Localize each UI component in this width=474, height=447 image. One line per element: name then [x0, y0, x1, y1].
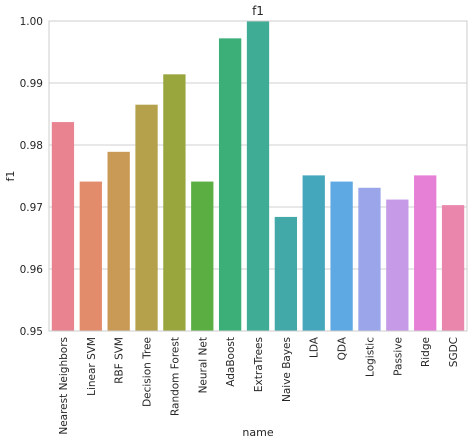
y-tick-label: 0.98: [20, 140, 43, 152]
bar-extratrees: [246, 21, 270, 331]
x-tick-label: Ridge: [420, 337, 432, 367]
bar-random-forest: [163, 74, 186, 331]
x-tick-label: RBF SVM: [114, 337, 126, 384]
x-tick-label: Linear SVM: [86, 337, 98, 396]
x-tick-label: Decision Tree: [142, 337, 154, 407]
y-tick-label: 0.97: [20, 202, 43, 214]
bar-rbf-svm: [107, 151, 130, 331]
bar-logistic: [358, 187, 381, 331]
bar-ridge: [414, 175, 437, 331]
bar-decision-tree: [135, 104, 158, 331]
bar-linear-svm: [79, 181, 102, 331]
bar-neural-net: [191, 181, 214, 331]
bar-adaboost: [218, 38, 242, 332]
bar-lda: [302, 175, 325, 331]
plot-frame: [48, 20, 468, 332]
chart-title: f1: [252, 4, 264, 18]
x-tick-label: QDA: [337, 336, 349, 360]
bar-naive-bayes: [274, 216, 298, 331]
bar-passive: [386, 199, 409, 331]
y-tick-label: 0.99: [20, 78, 43, 90]
x-tick-label: Neural Net: [197, 337, 209, 393]
x-tick-label: Logistic: [364, 337, 376, 377]
bar-nearest-neighbors: [51, 122, 75, 331]
x-axis-label: name: [242, 426, 273, 439]
y-tick-labels: 0.95 0.96 0.97 0.98 0.99 1.00: [20, 16, 44, 338]
x-tick-label: Random Forest: [169, 337, 181, 416]
bar-sgdc: [441, 205, 465, 331]
x-tick-label: AdaBoost: [225, 337, 237, 387]
bars: [51, 21, 465, 332]
x-tick-labels: Nearest Neighbors Linear SVM RBF SVM Decisi…: [58, 336, 460, 434]
y-tick-label: 0.95: [20, 326, 43, 338]
x-tick-label: Passive: [392, 337, 404, 376]
x-tick-label: Nearest Neighbors: [58, 337, 70, 435]
x-tick-label: LDA: [309, 336, 321, 358]
y-tick-label: 0.96: [20, 264, 44, 276]
x-tick-label: Naive Bayes: [281, 337, 293, 402]
y-tick-label: 1.00: [20, 16, 43, 28]
x-tick-label: SGDC: [448, 337, 460, 367]
x-tick-label: ExtraTrees: [253, 337, 265, 392]
bar-qda: [330, 181, 353, 331]
y-axis-label: f1: [4, 171, 17, 182]
